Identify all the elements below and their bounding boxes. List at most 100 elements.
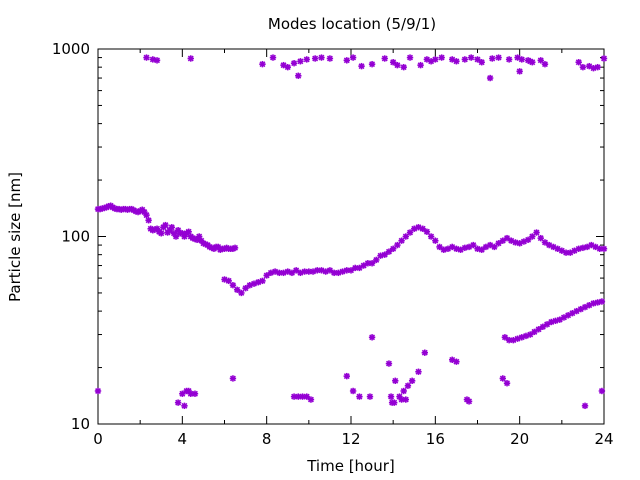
data-point xyxy=(421,349,428,356)
data-point xyxy=(575,59,582,66)
data-point xyxy=(402,233,410,240)
data-point xyxy=(292,267,300,274)
data-point xyxy=(153,57,161,64)
data-point xyxy=(529,233,536,240)
data-point xyxy=(94,387,102,395)
x-tick-label: 4 xyxy=(178,430,188,448)
data-point xyxy=(343,372,350,380)
data-point xyxy=(158,230,165,237)
data-point xyxy=(503,380,511,387)
data-point xyxy=(343,57,350,64)
data-point xyxy=(423,228,431,235)
data-point xyxy=(600,245,608,252)
data-point xyxy=(581,402,589,410)
x-tick-label: 20 xyxy=(510,430,529,448)
data-point xyxy=(368,334,376,341)
data-point xyxy=(535,326,542,333)
data-point xyxy=(499,375,506,382)
data-point xyxy=(356,393,363,400)
x-tick-label: 24 xyxy=(594,430,613,448)
data-point xyxy=(168,224,175,231)
data-point xyxy=(269,54,277,61)
data-point xyxy=(381,251,388,258)
data-point xyxy=(400,387,407,395)
data-point xyxy=(385,360,393,367)
data-point xyxy=(436,243,443,251)
data-point xyxy=(489,55,496,62)
data-point xyxy=(579,63,587,71)
data-point xyxy=(465,398,473,405)
data-point xyxy=(598,387,606,395)
data-point xyxy=(187,55,194,62)
data-point xyxy=(303,56,310,63)
data-point xyxy=(518,56,525,63)
data-point xyxy=(391,399,398,406)
data-point xyxy=(225,277,232,285)
data-point xyxy=(311,55,319,62)
data-point xyxy=(231,244,239,252)
data-point xyxy=(297,269,304,277)
data-point xyxy=(174,399,182,406)
data-point xyxy=(527,58,534,65)
x-tick-label: 8 xyxy=(262,430,272,448)
data-point xyxy=(408,377,416,384)
y-axis-label: Particle size [nm] xyxy=(6,172,24,302)
data-point xyxy=(533,229,540,236)
data-point xyxy=(143,211,150,219)
data-point xyxy=(284,63,291,71)
data-point xyxy=(438,54,445,61)
data-point xyxy=(290,59,298,67)
data-point xyxy=(394,61,401,69)
data-point xyxy=(453,58,460,65)
data-point xyxy=(520,238,528,245)
data-point xyxy=(541,60,549,68)
data-point xyxy=(537,234,544,242)
data-point xyxy=(373,256,380,264)
data-point xyxy=(385,248,393,255)
data-point xyxy=(162,221,169,229)
x-tick-label: 16 xyxy=(426,430,445,448)
data-point xyxy=(145,217,152,224)
data-point xyxy=(543,321,551,328)
data-point xyxy=(191,390,199,397)
data-point xyxy=(427,233,435,240)
data-point xyxy=(537,57,544,64)
axis-ticks xyxy=(97,48,605,425)
data-point xyxy=(440,246,447,253)
data-point xyxy=(541,239,549,246)
data-point xyxy=(406,54,414,61)
data-point xyxy=(505,56,513,63)
data-point xyxy=(366,393,374,400)
data-point xyxy=(349,54,357,61)
data-point xyxy=(303,393,310,400)
data-point xyxy=(358,62,365,70)
y-tick-label: 100 xyxy=(61,228,90,246)
data-point xyxy=(486,74,494,82)
data-point xyxy=(400,63,407,71)
data-point xyxy=(326,55,334,62)
data-point xyxy=(349,387,357,395)
data-point xyxy=(381,55,388,62)
data-point xyxy=(600,55,608,62)
data-point xyxy=(404,382,412,389)
data-point xyxy=(594,63,601,71)
data-point xyxy=(318,54,325,61)
data-point xyxy=(179,390,186,397)
data-point xyxy=(143,54,150,61)
data-point xyxy=(398,237,405,244)
data-point xyxy=(394,241,401,249)
data-point xyxy=(387,393,395,400)
data-point xyxy=(307,396,315,403)
data-point xyxy=(297,58,304,65)
data-point xyxy=(229,281,237,289)
data-point xyxy=(392,377,399,384)
data-point xyxy=(389,59,397,66)
data-point xyxy=(512,239,519,246)
y-tick-label: 10 xyxy=(71,415,90,433)
data-point xyxy=(474,56,481,63)
data-point xyxy=(478,246,485,253)
x-tick-label: 12 xyxy=(341,430,360,448)
y-tick-label: 1000 xyxy=(52,40,90,58)
data-point xyxy=(432,56,439,63)
